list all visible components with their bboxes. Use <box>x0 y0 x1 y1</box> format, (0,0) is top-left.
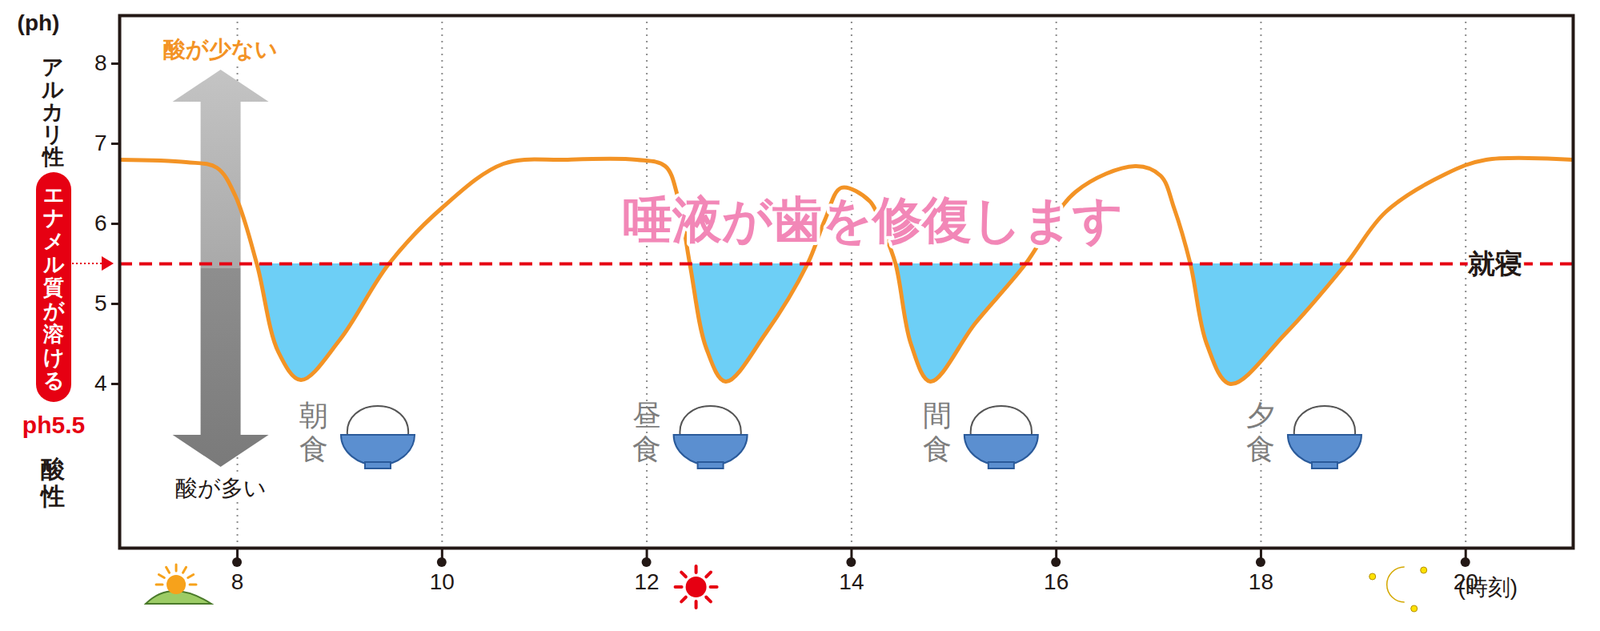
svg-text:朝: 朝 <box>299 398 329 432</box>
svg-text:る: る <box>43 368 65 393</box>
svg-text:性: 性 <box>40 144 65 169</box>
svg-text:4: 4 <box>94 370 108 396</box>
svg-text:ル: ル <box>40 77 65 102</box>
svg-text:食: 食 <box>299 432 329 466</box>
svg-text:16: 16 <box>1043 569 1069 594</box>
svg-text:リ: リ <box>41 122 65 147</box>
svg-text:食: 食 <box>1246 432 1276 466</box>
svg-text:夕: 夕 <box>1246 398 1276 432</box>
svg-text:エ: エ <box>43 182 65 207</box>
svg-text:14: 14 <box>838 569 864 594</box>
svg-text:け: け <box>43 344 65 369</box>
svg-text:12: 12 <box>634 569 660 594</box>
svg-text:10: 10 <box>429 569 455 594</box>
svg-text:ル: ル <box>42 252 65 277</box>
svg-text:溶: 溶 <box>42 321 65 346</box>
svg-text:酸が多い: 酸が多い <box>175 475 267 501</box>
svg-text:質: 質 <box>42 275 65 300</box>
svg-text:昼: 昼 <box>632 398 662 432</box>
svg-text:8: 8 <box>231 569 245 594</box>
svg-text:8: 8 <box>94 50 108 76</box>
svg-text:6: 6 <box>94 210 108 236</box>
svg-text:メ: メ <box>43 228 65 253</box>
svg-text:18: 18 <box>1248 569 1274 594</box>
svg-text:唾液が歯を修復します: 唾液が歯を修復します <box>622 192 1123 248</box>
svg-text:が: が <box>43 298 66 323</box>
svg-text:酸: 酸 <box>40 455 65 482</box>
svg-text:(時刻): (時刻) <box>1457 574 1518 600</box>
svg-text:酸が少ない: 酸が少ない <box>163 36 278 62</box>
svg-text:就寝: 就寝 <box>1467 248 1523 279</box>
svg-text:ph5.5: ph5.5 <box>22 411 85 438</box>
svg-text:食: 食 <box>922 432 952 466</box>
svg-text:ナ: ナ <box>43 205 65 230</box>
svg-text:カ: カ <box>41 100 65 125</box>
svg-text:(ph): (ph) <box>17 10 61 36</box>
svg-text:ア: ア <box>41 55 65 80</box>
svg-text:7: 7 <box>94 130 108 156</box>
svg-text:性: 性 <box>39 482 65 510</box>
svg-text:間: 間 <box>922 398 952 432</box>
svg-text:食: 食 <box>632 432 662 466</box>
svg-text:5: 5 <box>94 290 108 316</box>
